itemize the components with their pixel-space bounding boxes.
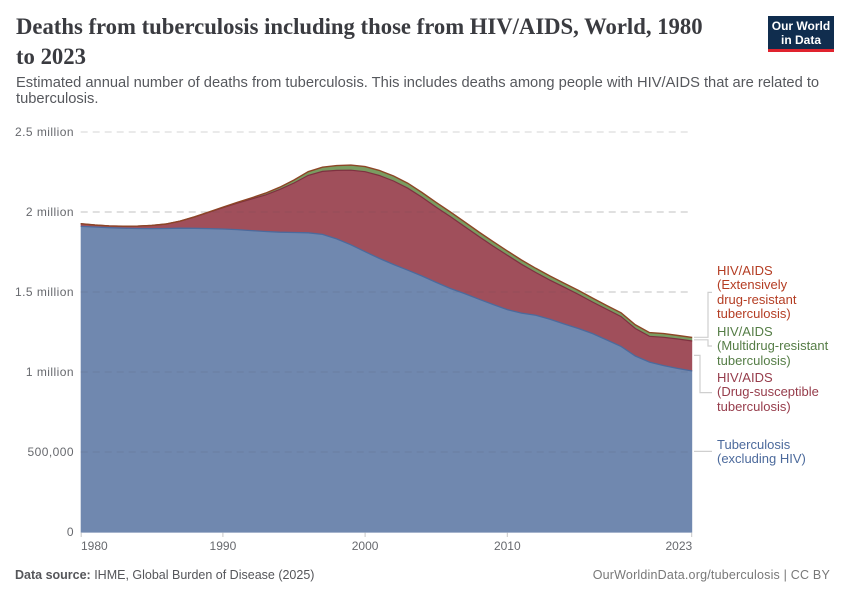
- svg-text:500,000: 500,000: [27, 445, 74, 459]
- svg-text:0: 0: [67, 525, 74, 539]
- svg-text:2023: 2023: [665, 539, 692, 553]
- svg-text:2010: 2010: [494, 539, 521, 553]
- svg-text:1990: 1990: [210, 539, 237, 553]
- svg-text:1 million: 1 million: [26, 365, 74, 379]
- svg-text:1.5 million: 1.5 million: [15, 285, 74, 299]
- svg-text:2000: 2000: [352, 539, 379, 553]
- svg-text:2.5 million: 2.5 million: [15, 125, 74, 139]
- svg-text:1980: 1980: [81, 539, 108, 553]
- svg-text:2 million: 2 million: [26, 205, 74, 219]
